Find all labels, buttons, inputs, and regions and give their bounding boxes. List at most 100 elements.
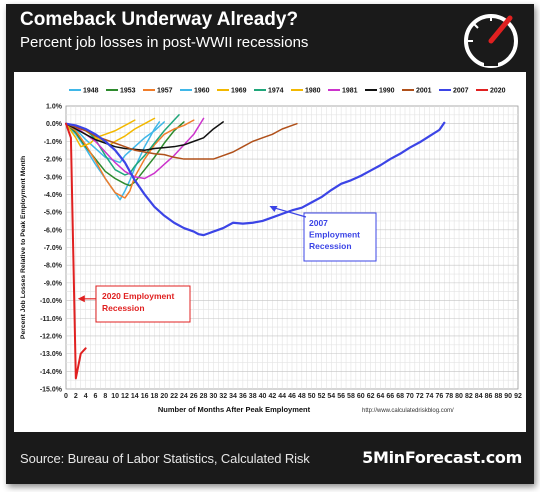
x-tick-label: 2 bbox=[74, 393, 78, 400]
x-tick-label: 60 bbox=[357, 393, 365, 400]
x-tick-label: 30 bbox=[209, 393, 217, 400]
x-tick-label: 76 bbox=[435, 393, 443, 400]
x-tick-label: 74 bbox=[426, 393, 434, 400]
y-tick-label: -12.0% bbox=[40, 333, 63, 340]
x-tick-label: 78 bbox=[445, 393, 453, 400]
y-axis-label: Percent Job Losses Relative to Peak Empl… bbox=[20, 156, 27, 339]
y-tick-label: -4.0% bbox=[44, 192, 63, 199]
x-tick-label: 40 bbox=[259, 393, 267, 400]
y-tick-label: -15.0% bbox=[40, 387, 63, 394]
x-tick-label: 26 bbox=[190, 393, 198, 400]
x-tick-label: 36 bbox=[239, 393, 247, 400]
x-tick-label: 14 bbox=[131, 393, 139, 400]
x-tick-label: 46 bbox=[288, 393, 296, 400]
page-title: Comeback Underway Already? bbox=[20, 9, 299, 30]
source-url: http://www.calculatedriskblog.com/ bbox=[362, 408, 454, 414]
series-line-1948 bbox=[65, 121, 161, 201]
annotation-arrow-2007 bbox=[271, 206, 307, 218]
line-chart: 1.0% 0.0% -1.0% -2.0% -3.0% -4.0% -5.0% -6.0% -7… bbox=[20, 88, 522, 415]
series-line-2007 bbox=[64, 121, 446, 237]
x-tick-label: 20 bbox=[160, 393, 168, 400]
annotation-text-2007: 2007 bbox=[309, 218, 328, 228]
page-subtitle: Percent job losses in post-WWII recessio… bbox=[20, 34, 309, 51]
x-tick-label: 42 bbox=[268, 393, 276, 400]
x-tick-label: 4 bbox=[84, 393, 88, 400]
y-tick-label: -7.0% bbox=[44, 245, 63, 252]
legend-label: 1957 bbox=[157, 88, 173, 95]
x-tick-label: 16 bbox=[141, 393, 149, 400]
x-tick-label: 10 bbox=[111, 393, 119, 400]
annotation-text-2007: Recession bbox=[309, 241, 352, 251]
annotation-text-2020: Recession bbox=[102, 303, 145, 313]
annotation-text-2007: Employment bbox=[309, 230, 360, 240]
legend-label: 1948 bbox=[83, 88, 99, 95]
source-note: Source: Bureau of Labor Statistics, Calc… bbox=[20, 451, 310, 466]
y-tick-label: 0.0% bbox=[46, 121, 63, 128]
chart-panel: 1.0% 0.0% -1.0% -2.0% -3.0% -4.0% -5.0% -6.0% -7… bbox=[14, 72, 526, 432]
x-tick-label: 6 bbox=[94, 393, 98, 400]
x-tick-label: 80 bbox=[455, 393, 463, 400]
x-tick-label: 86 bbox=[485, 393, 493, 400]
series-group bbox=[64, 114, 446, 380]
y-tick-label: -11.0% bbox=[40, 316, 63, 323]
x-tick-label: 66 bbox=[386, 393, 394, 400]
x-tick-label: 84 bbox=[475, 393, 483, 400]
x-tick-label: 92 bbox=[514, 393, 522, 400]
brand-logo-text: 5MinForecast.com bbox=[362, 448, 522, 467]
x-tick-label: 32 bbox=[219, 393, 227, 400]
x-tick-label: 90 bbox=[504, 393, 512, 400]
legend-label: 2001 bbox=[416, 88, 432, 95]
annotation-arrowhead-2007 bbox=[269, 206, 278, 213]
series-line-1960 bbox=[65, 121, 166, 164]
x-tick-label: 64 bbox=[377, 393, 385, 400]
annotation-box-2007 bbox=[303, 212, 377, 262]
x-tick-label: 82 bbox=[465, 393, 473, 400]
legend: 1948 1953 1957 1960 1969 1974 1980 1981 1990 2001… bbox=[69, 88, 506, 95]
x-tick-label: 12 bbox=[121, 393, 129, 400]
series-line-2020 bbox=[65, 122, 87, 380]
chart-card: Comeback Underway Already? Percent job l… bbox=[6, 4, 534, 484]
series-line-1990 bbox=[65, 121, 224, 151]
legend-label: 1981 bbox=[342, 88, 358, 95]
x-tick-label: 24 bbox=[180, 393, 188, 400]
legend-label: 1990 bbox=[379, 88, 395, 95]
legend-label: 2020 bbox=[490, 88, 506, 95]
legend-label: 1974 bbox=[268, 88, 284, 95]
legend-label: 1969 bbox=[231, 88, 247, 95]
annotation-text-2020: 2020 Employment bbox=[102, 291, 174, 301]
legend-label: 1953 bbox=[120, 88, 136, 95]
x-tick-label: 70 bbox=[406, 393, 414, 400]
legend-label: 1980 bbox=[305, 88, 321, 95]
series-line-1980 bbox=[65, 119, 136, 148]
legend-label: 1960 bbox=[194, 88, 210, 95]
speedometer-gauge-icon bbox=[464, 14, 518, 68]
legend-label: 2007 bbox=[453, 88, 469, 95]
y-tick-label: -3.0% bbox=[44, 174, 63, 181]
x-tick-label: 54 bbox=[327, 393, 335, 400]
x-tick-label: 58 bbox=[347, 393, 355, 400]
x-tick-label: 18 bbox=[151, 393, 159, 400]
x-tick-label: 48 bbox=[298, 393, 306, 400]
x-tick-label: 72 bbox=[416, 393, 424, 400]
x-tick-label: 38 bbox=[249, 393, 257, 400]
x-tick-label: 62 bbox=[367, 393, 375, 400]
y-tick-label: -6.0% bbox=[44, 227, 63, 234]
x-tick-label: 88 bbox=[494, 393, 502, 400]
series-line-2001 bbox=[65, 122, 298, 160]
x-tick-label: 28 bbox=[200, 393, 208, 400]
y-tick-label: -14.0% bbox=[40, 369, 63, 376]
x-axis-label: Number of Months After Peak Employment bbox=[158, 405, 311, 414]
x-tick-label: 34 bbox=[229, 393, 237, 400]
x-tick-label: 44 bbox=[278, 393, 286, 400]
y-tick-label: -13.0% bbox=[40, 351, 63, 358]
annotation-arrowhead-2020 bbox=[77, 295, 85, 303]
annotation-box-2020 bbox=[95, 285, 191, 323]
y-tick-label: -9.0% bbox=[44, 280, 63, 287]
y-tick-label: -1.0% bbox=[44, 139, 63, 146]
x-tick-label: 50 bbox=[308, 393, 316, 400]
y-tick-label: -8.0% bbox=[44, 263, 63, 270]
x-tick-label: 56 bbox=[337, 393, 345, 400]
y-tick-label: 1.0% bbox=[46, 104, 63, 111]
x-tick-label: 0 bbox=[64, 393, 68, 400]
x-tick-label: 8 bbox=[103, 393, 107, 400]
